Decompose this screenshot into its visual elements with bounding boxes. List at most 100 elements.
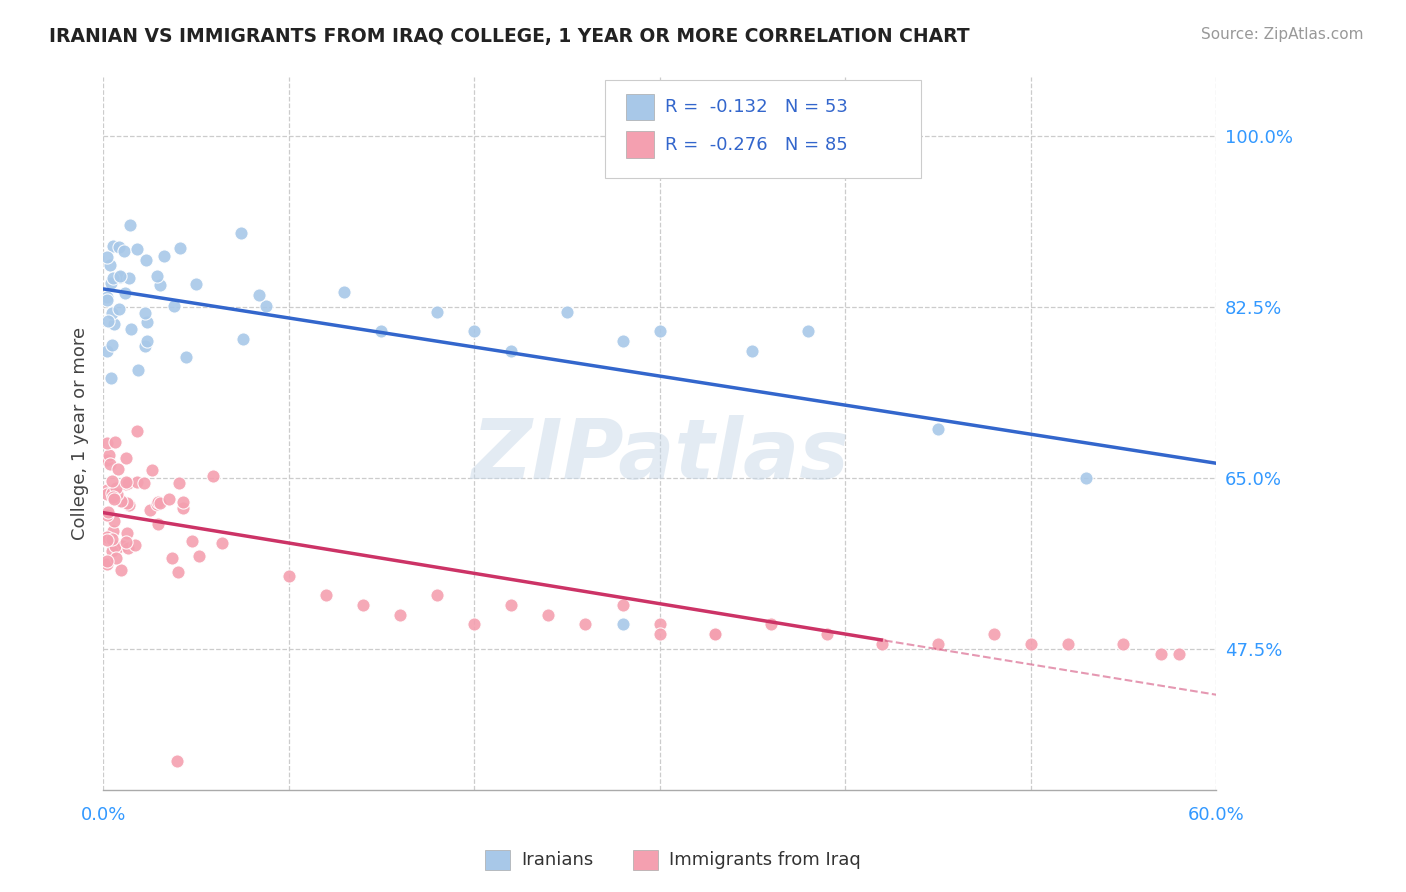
Point <box>124 538 146 552</box>
Point <box>187 549 209 564</box>
Point <box>166 754 188 768</box>
Point <box>1076 471 1098 485</box>
Point <box>333 285 356 300</box>
Point <box>104 434 127 449</box>
Point <box>100 371 122 385</box>
Point <box>166 565 188 579</box>
Point <box>232 332 254 346</box>
Point <box>111 494 134 508</box>
Point <box>612 334 634 348</box>
Point <box>135 252 157 267</box>
Point <box>612 617 634 632</box>
Point <box>370 325 392 339</box>
Point <box>1112 637 1135 651</box>
Point <box>426 588 449 602</box>
Point <box>172 501 194 516</box>
Point <box>927 422 949 436</box>
Point <box>108 270 131 285</box>
Point <box>741 343 763 358</box>
Point <box>117 541 139 556</box>
Point <box>101 305 124 319</box>
Point <box>134 339 156 353</box>
Point <box>180 534 202 549</box>
Point <box>277 568 299 582</box>
Point <box>125 424 148 438</box>
Point <box>105 487 128 501</box>
Point <box>612 598 634 612</box>
Text: Source: ZipAtlas.com: Source: ZipAtlas.com <box>1201 27 1364 42</box>
Point <box>118 271 141 285</box>
Point <box>872 637 894 651</box>
Point <box>134 306 156 320</box>
Point <box>103 514 125 528</box>
Point <box>148 516 170 531</box>
Point <box>100 532 122 546</box>
Point <box>211 535 233 549</box>
Point <box>101 239 124 253</box>
Point <box>141 463 163 477</box>
Point <box>160 550 183 565</box>
Text: R =  -0.276   N = 85: R = -0.276 N = 85 <box>665 136 848 153</box>
Point <box>101 524 124 538</box>
Point <box>648 627 671 641</box>
Point <box>108 240 131 254</box>
Text: IRANIAN VS IMMIGRANTS FROM IRAQ COLLEGE, 1 YEAR OR MORE CORRELATION CHART: IRANIAN VS IMMIGRANTS FROM IRAQ COLLEGE,… <box>49 27 970 45</box>
Point <box>1168 647 1191 661</box>
Point <box>153 249 176 263</box>
Point <box>537 607 560 622</box>
Point <box>704 627 727 641</box>
Point <box>96 453 118 467</box>
Point <box>114 285 136 300</box>
Point <box>759 617 782 632</box>
Point <box>98 448 121 462</box>
Point <box>574 617 596 632</box>
Point <box>114 451 136 466</box>
Point <box>110 563 132 577</box>
Point <box>101 490 124 504</box>
Point <box>115 477 138 491</box>
Point <box>315 588 337 602</box>
Point <box>174 351 197 365</box>
Point <box>96 487 118 501</box>
Point <box>118 218 141 232</box>
Point <box>139 502 162 516</box>
Point <box>96 554 118 568</box>
Point <box>249 288 271 302</box>
Text: ZIPatlas: ZIPatlas <box>471 415 849 496</box>
Y-axis label: College, 1 year or more: College, 1 year or more <box>72 327 89 541</box>
Point <box>157 492 180 507</box>
Point <box>115 475 138 489</box>
Point <box>1019 637 1042 651</box>
Point <box>229 226 252 240</box>
Point <box>96 290 118 304</box>
Point <box>96 557 118 571</box>
Point <box>501 343 523 358</box>
Point <box>96 435 118 450</box>
Point <box>704 627 727 641</box>
Point <box>1149 647 1171 661</box>
Point <box>104 551 127 566</box>
Point <box>125 475 148 489</box>
Point <box>101 544 124 558</box>
Point <box>96 530 118 544</box>
Point <box>105 481 128 495</box>
Text: Immigrants from Iraq: Immigrants from Iraq <box>669 851 860 869</box>
Point <box>96 533 118 547</box>
Point <box>149 496 172 510</box>
Point <box>115 496 138 510</box>
Text: Iranians: Iranians <box>522 851 593 869</box>
Point <box>110 494 132 508</box>
Point <box>120 322 142 336</box>
Point <box>388 607 411 622</box>
Point <box>927 637 949 651</box>
Point <box>146 495 169 509</box>
Point <box>107 462 129 476</box>
Text: 0.0%: 0.0% <box>80 806 125 824</box>
Point <box>501 598 523 612</box>
Point <box>101 475 124 489</box>
Point <box>108 269 131 284</box>
Point <box>118 498 141 512</box>
Point <box>98 259 121 273</box>
Point <box>648 325 671 339</box>
Text: R =  -0.132   N = 53: R = -0.132 N = 53 <box>665 98 848 116</box>
